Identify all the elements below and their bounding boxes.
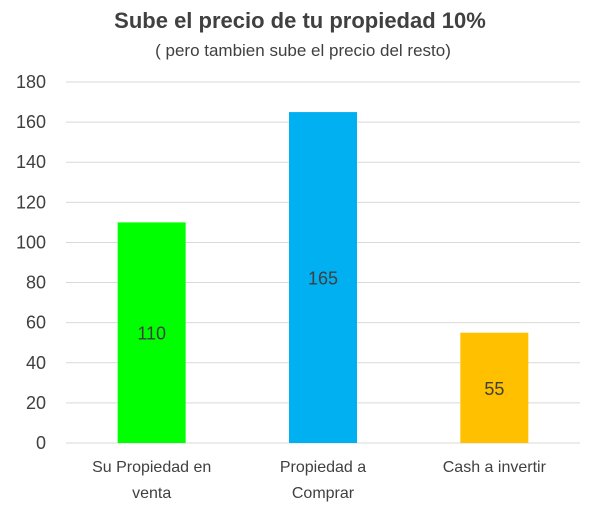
y-tick-label: 160 — [16, 112, 46, 132]
bar — [289, 112, 357, 443]
x-category-label: Cash a invertir — [443, 459, 547, 476]
chart-subtitle: ( pero tambien sube el precio del resto) — [155, 41, 451, 60]
chart-title: Sube el precio de tu propiedad 10% — [114, 8, 486, 33]
x-category-label: venta — [132, 485, 171, 502]
y-tick-label: 40 — [26, 353, 46, 373]
x-category-label: Propiedad a — [280, 459, 366, 476]
y-tick-label: 80 — [26, 273, 46, 293]
bar — [460, 332, 529, 443]
y-tick-label: 180 — [16, 72, 46, 92]
data-label: 110 — [137, 324, 166, 344]
bars — [117, 112, 529, 443]
x-category-label: Su Propiedad en — [92, 459, 211, 476]
y-tick-label: 20 — [26, 393, 46, 413]
data-label: 165 — [308, 269, 338, 289]
y-tick-label: 0 — [36, 433, 46, 453]
y-tick-label: 140 — [16, 152, 46, 172]
x-axis-categories: Su Propiedad en venta Propiedad a Comprar Ca… — [92, 459, 547, 502]
y-tick-label: 120 — [16, 192, 46, 212]
y-axis-ticks: 0 20 40 60 80 100 120 140 160 180 — [16, 72, 46, 453]
data-label: 55 — [484, 379, 504, 399]
x-category-label: Comprar — [292, 485, 355, 502]
bar — [117, 222, 186, 443]
y-tick-label: 60 — [26, 313, 46, 333]
data-labels: 110 165 55 — [137, 269, 504, 399]
y-tick-label: 100 — [16, 232, 46, 252]
